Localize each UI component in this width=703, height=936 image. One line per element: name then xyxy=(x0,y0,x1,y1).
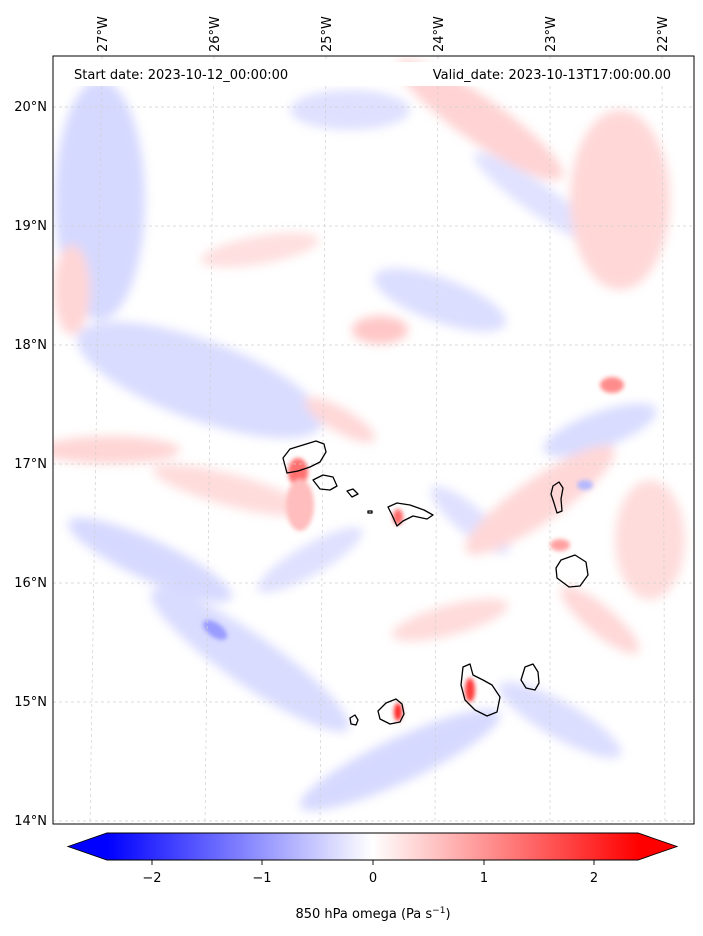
lon-label-22w: 22°W xyxy=(656,16,671,52)
island-sal xyxy=(550,481,564,514)
gridline-lon-26w xyxy=(204,55,215,825)
colorbar-tick-label: 1 xyxy=(480,871,488,886)
lon-label-24w: 24°W xyxy=(432,16,447,52)
gridline-lon-27w xyxy=(89,55,103,825)
coastlines xyxy=(282,440,589,726)
omega-field xyxy=(53,59,685,811)
island-santiago xyxy=(460,663,501,717)
island-maio xyxy=(520,663,540,691)
lat-label-14n: 14°N xyxy=(14,814,47,829)
colorbar-tick-label: −2 xyxy=(142,871,161,886)
lat-label-17n: 17°N xyxy=(14,457,47,472)
lat-label-20n: 20°N xyxy=(14,100,47,115)
gridline-lon-22w xyxy=(661,55,666,825)
lon-label-26w: 26°W xyxy=(208,16,223,52)
lat-label-16n: 16°N xyxy=(14,576,47,591)
island-santo-antao xyxy=(282,440,327,474)
map-panel: Start date: 2023-10-12_00:00:00 Valid_da… xyxy=(52,55,695,825)
start-date-label: Start date: 2023-10-12_00:00:00 xyxy=(74,68,288,83)
island-sao-nicolau xyxy=(387,502,434,527)
valid-date-label: Valid_date: 2023-10-13T17:00:00.00 xyxy=(433,68,671,83)
lat-label-18n: 18°N xyxy=(14,338,47,353)
colorbar-tick-label: −1 xyxy=(252,871,271,886)
colorbar-tick-label: 0 xyxy=(369,871,377,886)
colorbar-body xyxy=(107,833,638,860)
gridline-lon-25w xyxy=(319,55,327,825)
island-brava xyxy=(349,714,359,726)
lat-label-19n: 19°N xyxy=(14,219,47,234)
island-sao-vicente xyxy=(312,474,338,491)
lon-label-25w: 25°W xyxy=(320,16,335,52)
island-fogo xyxy=(377,698,405,725)
colorbar-ticks xyxy=(151,860,595,865)
island-islet xyxy=(367,510,373,514)
colorbar-label: 850 hPa omega (Pa s−1) xyxy=(295,906,450,922)
island-boa-vista xyxy=(555,554,589,588)
colorbar-label-main: 850 hPa omega (Pa s xyxy=(295,907,432,922)
colorbar-extend-min xyxy=(68,833,107,860)
colorbar-extend-max xyxy=(638,833,677,860)
colorbar-tick-label: 2 xyxy=(590,871,598,886)
lat-label-15n: 15°N xyxy=(14,695,47,710)
colorbar-label-close: ) xyxy=(445,907,450,922)
lon-label-27w: 27°W xyxy=(96,16,111,52)
colorbar-outline xyxy=(66,832,679,861)
colorbar: −2 −1 0 1 2 850 hPa omega (Pa s−1) xyxy=(66,832,679,922)
lon-label-23w: 23°W xyxy=(544,16,559,52)
colorbar-label-exponent: −1 xyxy=(432,906,445,916)
gridlines xyxy=(53,55,694,825)
longitude-labels: 27°W 26°W 25°W 24°W 23°W 22°W xyxy=(96,16,671,52)
map-frame xyxy=(52,55,695,825)
island-santa-luzia xyxy=(346,488,359,498)
header-band xyxy=(62,62,682,86)
gridline-lon-24w xyxy=(434,55,439,825)
latitude-labels: 20°N 19°N 18°N 17°N 16°N 15°N 14°N xyxy=(14,100,47,829)
